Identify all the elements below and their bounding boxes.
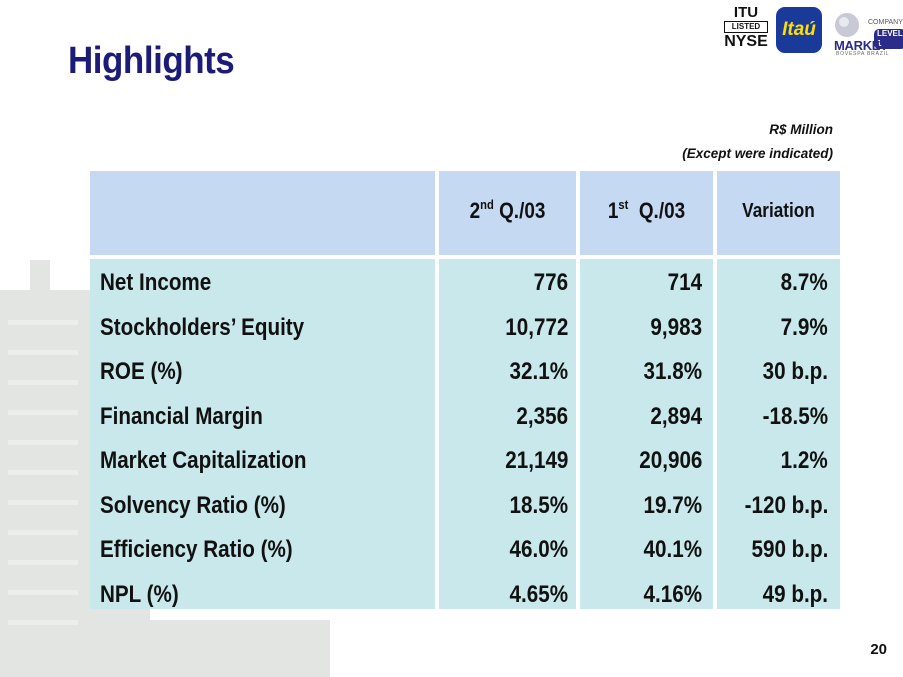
itau-logo: Itaú: [776, 7, 822, 53]
header-cell-variation: Variation: [717, 171, 840, 255]
body-cell-labels: [90, 259, 435, 609]
table-row: Market Capitalization 21,149 20,906 1.2%: [90, 441, 840, 485]
row-value-q1: 2,894: [650, 402, 702, 430]
header-cell-q2: 2nd Q./03: [439, 171, 576, 255]
table-row: ROE (%) 32.1% 31.8% 30 b.p.: [90, 352, 840, 396]
table-row: Financial Margin 2,356 2,894 -18.5%: [90, 397, 840, 441]
logo-bovespa-text: BOVESPA BRAZIL: [836, 51, 890, 57]
row-label: Net Income: [100, 269, 212, 296]
row-label: ROE (%): [100, 358, 183, 385]
row-value-variation: 30 b.p.: [762, 358, 828, 385]
row-value-q1: 19.7%: [643, 491, 702, 519]
row-label: Efficiency Ratio (%): [100, 536, 293, 563]
row-value-variation: -120 b.p.: [744, 491, 828, 519]
logo-company-text: COMPANY: [868, 19, 903, 26]
row-value-variation: 1.2%: [780, 447, 828, 474]
row-value-q1: 20,906: [638, 447, 702, 474]
column-header-q2: 2nd Q./03: [469, 197, 546, 223]
row-value-variation: -18.5%: [762, 402, 828, 430]
table-row: NPL (%) 4.65% 4.16% 49 b.p.: [90, 575, 840, 619]
row-value-q1: 9,983: [650, 313, 702, 341]
row-value-q2: 32.1%: [509, 358, 568, 385]
row-value-q2: 18.5%: [509, 491, 568, 519]
row-label: Stockholders’ Equity: [100, 313, 305, 341]
page-title: Highlights: [68, 40, 235, 82]
row-value-variation: 7.9%: [780, 313, 828, 341]
table-row: Net Income 776 714 8.7%: [90, 263, 840, 307]
units-line-1: R$ Million: [769, 122, 833, 137]
highlights-table: 2nd Q./03 1st Q./03 Variation Net Income…: [90, 171, 840, 609]
row-value-variation: 49 b.p.: [762, 580, 828, 608]
nyse-listed-logo: ITU LISTED NYSE: [720, 5, 772, 55]
body-cell-q2: [439, 259, 576, 609]
row-value-q1: 714: [667, 269, 702, 296]
row-value-q1: 31.8%: [643, 358, 702, 385]
nyse-ticker-text: ITU: [733, 4, 759, 21]
logo-group: ITU LISTED NYSE Itaú COMPANY LEVEL 1 MAR…: [720, 5, 903, 57]
column-header-variation: Variation: [742, 200, 815, 222]
row-label: Market Capitalization: [100, 447, 307, 474]
row-label: Solvency Ratio (%): [100, 491, 286, 519]
table-row: Stockholders’ Equity 10,772 9,983 7.9%: [90, 308, 840, 352]
units-line-2: (Except were indicated): [682, 146, 833, 161]
row-value-q2: 4.65%: [509, 580, 568, 608]
row-value-q2: 46.0%: [509, 536, 568, 563]
row-label: NPL (%): [100, 580, 179, 608]
nyse-name-text: NYSE: [724, 33, 768, 50]
header-cell-label: [90, 171, 435, 255]
bovespa-level1-logo: COMPANY LEVEL 1 MARKET BOVESPA BRAZIL: [830, 7, 903, 57]
row-value-variation: 590 b.p.: [751, 536, 828, 563]
units-note: R$ Million (Except were indicated): [682, 118, 833, 166]
logo-level-badge: LEVEL 1: [874, 29, 903, 49]
body-cell-q1: [580, 259, 713, 609]
page-number: 20: [870, 641, 887, 658]
nyse-listed-text: LISTED: [724, 21, 768, 33]
table-row: Solvency Ratio (%) 18.5% 19.7% -120 b.p.: [90, 486, 840, 530]
row-value-variation: 8.7%: [780, 269, 828, 296]
row-value-q2: 776: [533, 269, 568, 296]
row-value-q2: 2,356: [516, 402, 568, 430]
table-row: Efficiency Ratio (%) 46.0% 40.1% 590 b.p.: [90, 530, 840, 574]
column-header-q1: 1st Q./03: [607, 197, 686, 223]
globe-icon: [835, 13, 859, 37]
row-value-q2: 21,149: [504, 447, 568, 474]
body-cell-variation: [717, 259, 840, 609]
row-label: Financial Margin: [100, 402, 263, 430]
row-value-q1: 4.16%: [643, 580, 702, 608]
logo-market-text: MARKET: [834, 38, 888, 53]
row-value-q1: 40.1%: [643, 536, 702, 563]
header-cell-q1: 1st Q./03: [580, 171, 713, 255]
row-value-q2: 10,772: [504, 313, 568, 341]
